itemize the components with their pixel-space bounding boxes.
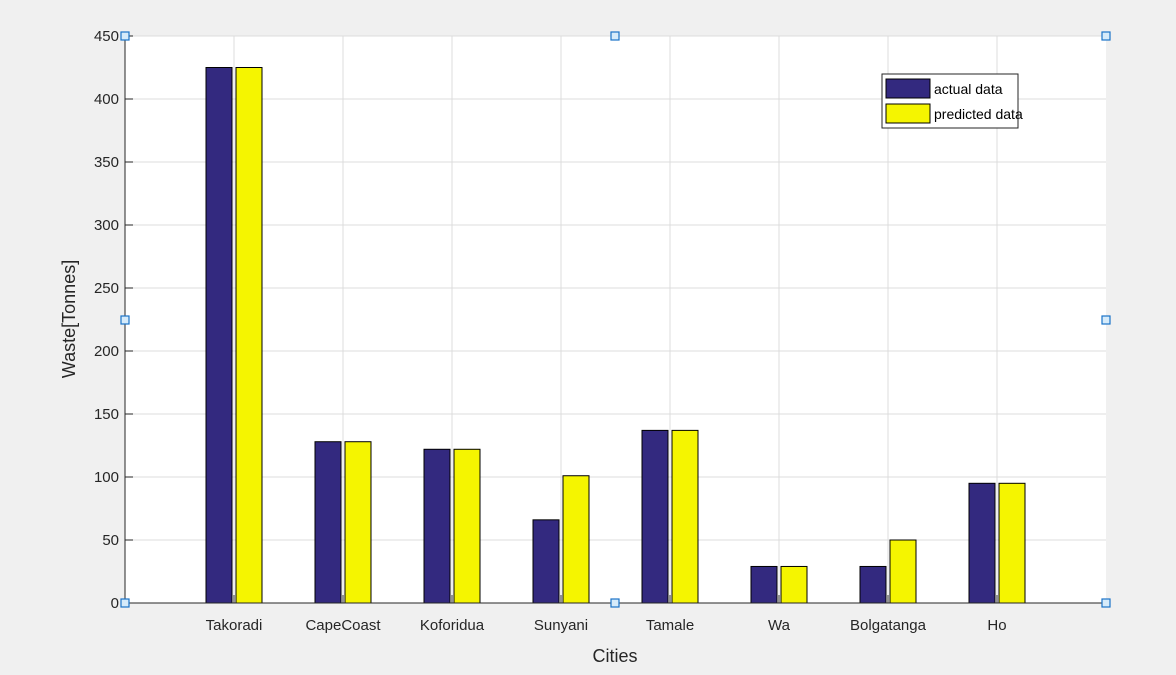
x-axis-label: Cities xyxy=(592,646,637,666)
y-tick-label: 200 xyxy=(94,343,119,360)
bar-predicted-sunyani xyxy=(562,475,590,604)
x-tick-label: Takoradi xyxy=(206,617,263,634)
selection-handle[interactable] xyxy=(1101,315,1111,325)
plot-area xyxy=(125,36,1106,603)
gridlines xyxy=(125,35,1106,604)
y-tick-label: 150 xyxy=(94,406,119,423)
bar-predicted-bolgatanga xyxy=(889,539,917,604)
bars xyxy=(205,67,1026,604)
x-tick-label: Sunyani xyxy=(534,617,588,634)
bar-predicted-koforidua xyxy=(453,448,481,604)
x-tick-label: Koforidua xyxy=(420,617,485,634)
selection-handle[interactable] xyxy=(610,598,620,608)
legend[interactable]: actual data predicted data xyxy=(881,73,1023,129)
selection-handle[interactable] xyxy=(120,31,130,41)
y-tick-label: 300 xyxy=(94,217,119,234)
selection-handle[interactable] xyxy=(610,31,620,41)
x-tick-label: Ho xyxy=(987,617,1006,634)
legend-swatch-actual xyxy=(885,78,931,99)
x-tick-label: Bolgatanga xyxy=(850,617,927,634)
x-tick-label: Tamale xyxy=(646,617,694,634)
bar-actual-takoradi xyxy=(205,67,233,604)
y-tick-label: 250 xyxy=(94,280,119,297)
x-tick-label: Wa xyxy=(768,617,791,634)
bar-predicted-ho xyxy=(998,482,1026,604)
selection-handle[interactable] xyxy=(120,315,130,325)
y-tick-label: 450 xyxy=(94,28,119,45)
legend-label-actual: actual data xyxy=(934,81,1003,97)
legend-label-predicted: predicted data xyxy=(934,106,1023,122)
bar-actual-koforidua xyxy=(423,448,451,604)
bar-actual-sunyani xyxy=(532,519,560,604)
y-tick-label: 400 xyxy=(94,91,119,108)
bar-actual-capecoast xyxy=(314,441,342,604)
selection-handle[interactable] xyxy=(1101,31,1111,41)
selection-handle[interactable] xyxy=(1101,598,1111,608)
bar-predicted-wa xyxy=(780,565,808,604)
selection-handle[interactable] xyxy=(120,598,130,608)
legend-swatch-predicted xyxy=(885,103,931,124)
y-tick-label: 50 xyxy=(102,532,119,549)
bar-actual-tamale xyxy=(641,429,669,604)
x-tick-label: CapeCoast xyxy=(305,617,381,634)
bar-actual-wa xyxy=(750,565,778,604)
y-tick-labels: 0 50 100 150 200 250 300 350 400 450 xyxy=(94,28,119,612)
bar-predicted-tamale xyxy=(671,429,699,604)
bar-actual-ho xyxy=(968,482,996,604)
bar-predicted-takoradi xyxy=(235,67,263,604)
x-tick-labels: Takoradi CapeCoast Koforidua Sunyani Tamale W… xyxy=(206,617,1007,634)
y-axis-label: Waste[Tonnes] xyxy=(59,260,79,378)
selection-handles[interactable] xyxy=(120,31,1111,608)
bar-predicted-capecoast xyxy=(344,441,372,604)
y-tick-label: 350 xyxy=(94,154,119,171)
y-tick-label: 100 xyxy=(94,469,119,486)
y-tick-label: 0 xyxy=(111,595,119,612)
bar-actual-bolgatanga xyxy=(859,565,887,604)
